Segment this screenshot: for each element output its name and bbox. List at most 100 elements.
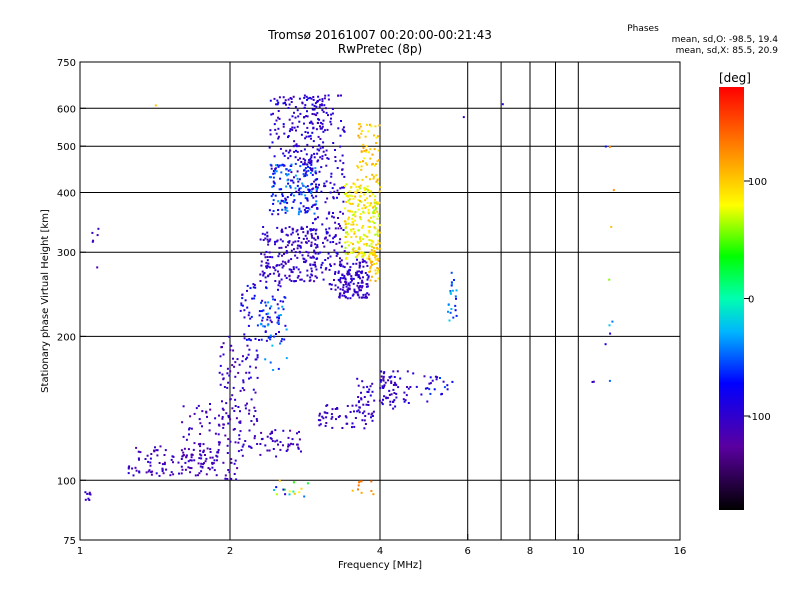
data-point <box>289 429 292 432</box>
data-point <box>278 331 280 333</box>
data-point <box>297 158 300 161</box>
data-point <box>260 310 263 313</box>
data-point <box>192 448 195 451</box>
data-point <box>367 225 370 228</box>
data-point <box>368 255 370 258</box>
data-point <box>373 209 376 212</box>
x-tick-label: 2 <box>227 546 233 557</box>
data-point <box>272 199 275 202</box>
data-point <box>303 122 305 125</box>
y-tick-label: 500 <box>57 142 76 153</box>
data-point <box>296 109 299 112</box>
data-point <box>383 384 386 387</box>
data-point <box>291 271 294 274</box>
data-point <box>363 253 366 256</box>
colorbar-tick-label: 100 <box>748 177 767 188</box>
data-point <box>263 325 266 328</box>
data-point <box>172 455 175 458</box>
data-point <box>371 419 374 422</box>
data-point <box>370 125 373 128</box>
data-point <box>377 215 380 218</box>
data-point <box>608 379 611 382</box>
data-point <box>322 241 324 244</box>
data-point <box>155 472 158 475</box>
data-point <box>262 273 265 276</box>
data-point <box>377 229 380 232</box>
data-point <box>302 185 305 187</box>
data-point <box>236 467 239 470</box>
data-point <box>274 167 277 170</box>
data-point <box>215 474 218 477</box>
data-point <box>289 128 292 131</box>
data-point <box>134 466 137 469</box>
data-point <box>158 462 161 464</box>
data-point <box>138 470 141 473</box>
data-point <box>350 236 353 239</box>
data-point <box>269 361 272 364</box>
data-point <box>302 173 305 176</box>
data-point <box>365 149 368 152</box>
data-point <box>287 135 290 137</box>
data-point <box>185 438 188 441</box>
data-point <box>356 258 358 261</box>
data-point <box>225 412 228 415</box>
data-point <box>265 304 268 307</box>
data-point <box>368 195 371 198</box>
data-point <box>373 212 376 215</box>
data-point <box>271 185 274 188</box>
data-point <box>338 296 341 299</box>
data-point <box>446 384 449 387</box>
data-point <box>342 229 345 231</box>
data-point <box>343 186 346 189</box>
data-point <box>293 111 295 114</box>
data-point <box>304 261 307 264</box>
data-point <box>344 241 347 244</box>
data-point <box>128 465 131 468</box>
data-point <box>343 290 346 293</box>
data-point <box>262 239 265 241</box>
data-point <box>324 268 327 271</box>
data-point <box>265 313 268 316</box>
data-point <box>145 471 148 474</box>
data-point <box>375 142 378 144</box>
data-point <box>346 270 349 273</box>
data-point <box>320 121 322 124</box>
data-point <box>315 228 318 231</box>
data-point <box>283 154 286 157</box>
data-point <box>268 449 271 452</box>
data-point <box>337 193 340 196</box>
data-point <box>336 407 339 409</box>
data-point <box>246 284 249 287</box>
data-point <box>592 380 595 383</box>
data-point <box>244 440 247 442</box>
data-point <box>450 283 453 286</box>
data-point <box>197 404 200 407</box>
data-point <box>374 227 377 230</box>
data-point <box>378 190 381 193</box>
data-point <box>360 480 363 483</box>
data-point <box>187 466 190 469</box>
data-point <box>222 426 225 429</box>
data-point <box>276 103 279 106</box>
data-point <box>278 273 281 276</box>
data-point <box>274 243 276 246</box>
data-point <box>260 301 263 304</box>
data-point <box>307 188 310 191</box>
data-point <box>361 419 364 422</box>
data-point <box>321 125 324 128</box>
data-point <box>301 254 304 257</box>
data-point <box>265 286 267 289</box>
x-axis-ticks: 1 2 4 6 8 10 16 <box>77 534 686 557</box>
data-point <box>611 320 614 323</box>
data-point <box>239 309 242 312</box>
data-point <box>358 275 361 278</box>
data-point <box>364 234 367 237</box>
data-point <box>281 338 284 340</box>
data-point <box>256 356 259 359</box>
data-point <box>357 409 360 412</box>
data-point <box>347 271 349 274</box>
grid-lines <box>80 62 680 540</box>
data-point <box>305 153 308 156</box>
data-point <box>443 386 446 389</box>
